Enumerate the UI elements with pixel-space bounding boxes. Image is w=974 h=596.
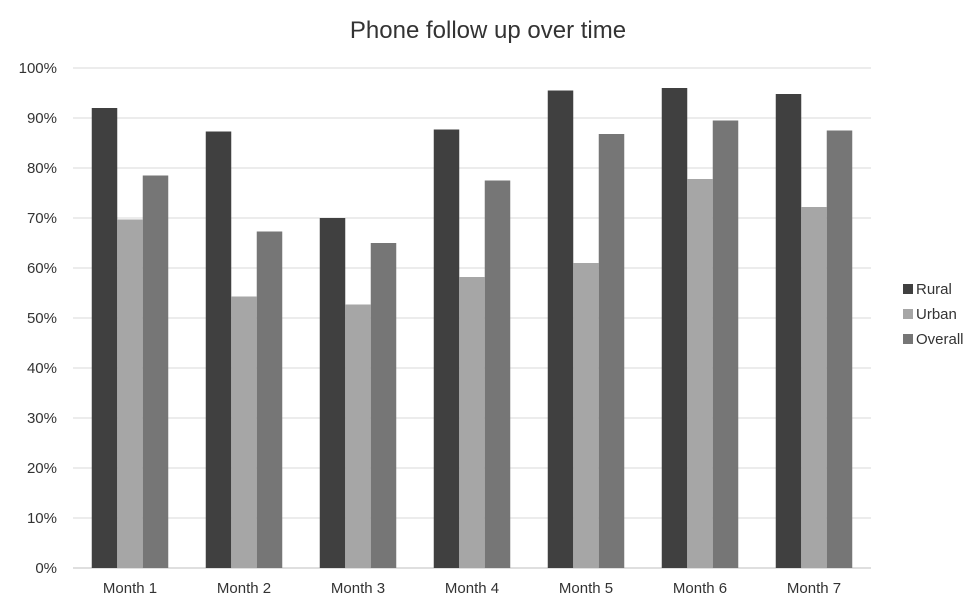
- x-tick-label: Month 4: [445, 580, 499, 596]
- y-tick-label: 90%: [27, 110, 57, 127]
- legend-label-rural: Rural: [916, 281, 952, 298]
- x-axis-ticks: Month 1 Month 2 Month 3 Month 4 Month 5 Month…: [103, 580, 841, 596]
- bar-overall-month-2: [256, 231, 283, 568]
- y-tick-label: 10%: [27, 510, 57, 527]
- chart-title: Phone follow up over time: [350, 17, 626, 44]
- legend-swatch-rural: [903, 284, 913, 294]
- bar-overall-month-1: [142, 175, 169, 568]
- y-tick-label: 0%: [35, 560, 57, 577]
- bar-rural-month-7: [775, 94, 802, 568]
- y-axis-ticks: 0% 10% 20% 30% 40% 50% 60% 70% 80% 90% 100%: [19, 60, 57, 577]
- y-tick-label: 70%: [27, 210, 57, 227]
- bar-overall-month-7: [826, 130, 853, 568]
- x-tick-label: Month 3: [331, 580, 385, 596]
- x-tick-label: Month 7: [787, 580, 841, 596]
- bar-urban-month-1: [117, 219, 143, 568]
- bar-rural-month-6: [661, 88, 688, 568]
- x-tick-label: Month 6: [673, 580, 727, 596]
- y-tick-label: 20%: [27, 460, 57, 477]
- y-tick-label: 80%: [27, 160, 57, 177]
- bar-urban-month-6: [687, 179, 713, 568]
- bar-urban-month-7: [801, 207, 827, 568]
- legend-swatch-overall: [903, 334, 913, 344]
- bar-rural-month-1: [91, 108, 118, 568]
- bars: [91, 88, 853, 568]
- x-tick-label: Month 2: [217, 580, 271, 596]
- bar-overall-month-3: [370, 243, 397, 568]
- bar-rural-month-4: [433, 129, 460, 568]
- legend: Rural Urban Overall: [903, 281, 964, 348]
- legend-label-overall: Overall: [916, 331, 964, 348]
- bar-urban-month-5: [573, 263, 599, 568]
- bar-urban-month-4: [459, 277, 485, 568]
- y-tick-label: 100%: [19, 60, 57, 77]
- bar-urban-month-3: [345, 304, 371, 568]
- y-tick-label: 50%: [27, 310, 57, 327]
- bar-overall-month-6: [712, 120, 739, 568]
- legend-swatch-urban: [903, 309, 913, 319]
- bar-urban-month-2: [231, 296, 257, 568]
- x-tick-label: Month 5: [559, 580, 613, 596]
- bar-rural-month-3: [319, 218, 346, 568]
- bar-rural-month-2: [205, 131, 232, 568]
- y-tick-label: 30%: [27, 410, 57, 427]
- bar-rural-month-5: [547, 90, 574, 568]
- y-tick-label: 60%: [27, 260, 57, 277]
- y-tick-label: 40%: [27, 360, 57, 377]
- x-tick-label: Month 1: [103, 580, 157, 596]
- legend-label-urban: Urban: [916, 306, 957, 323]
- bar-overall-month-5: [598, 134, 625, 568]
- bar-overall-month-4: [484, 180, 511, 568]
